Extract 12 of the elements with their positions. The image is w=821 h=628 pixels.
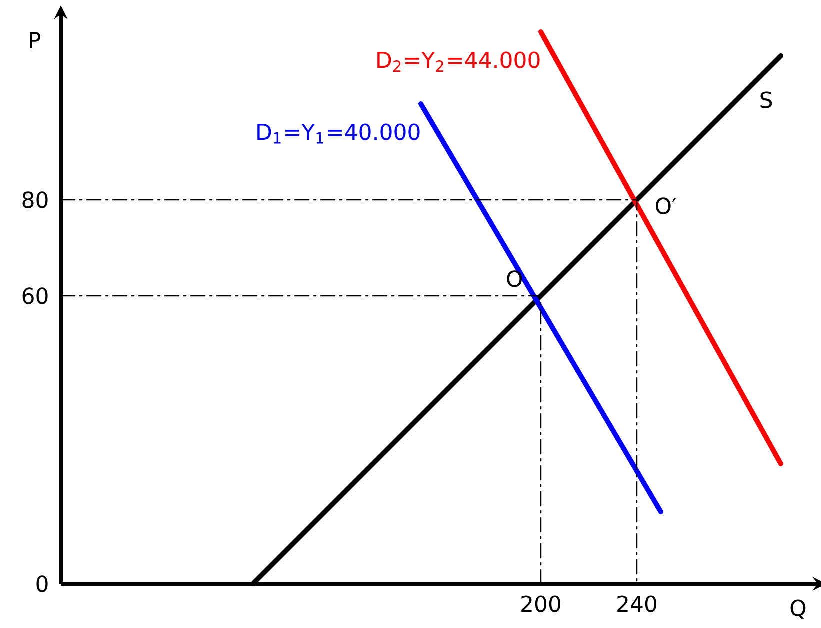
y-tick-label: 80: [22, 192, 48, 208]
y-tick-label: 60: [22, 288, 48, 304]
series-label: S: [760, 92, 772, 108]
series-label: D$_{2}$=Y$_{2}$=44.000: [378, 52, 540, 72]
x-axis-title: Q: [790, 600, 806, 619]
x-tick-label: 200: [522, 596, 561, 612]
y-tick-label: 0: [36, 576, 48, 592]
x-tick-label: 240: [618, 596, 657, 612]
annotation: O′: [656, 198, 677, 214]
annotation: O: [507, 270, 522, 288]
series-label: D$_{1}$=Y$_{1}$=40.000: [258, 124, 420, 144]
y-axis-title: P: [30, 32, 40, 48]
